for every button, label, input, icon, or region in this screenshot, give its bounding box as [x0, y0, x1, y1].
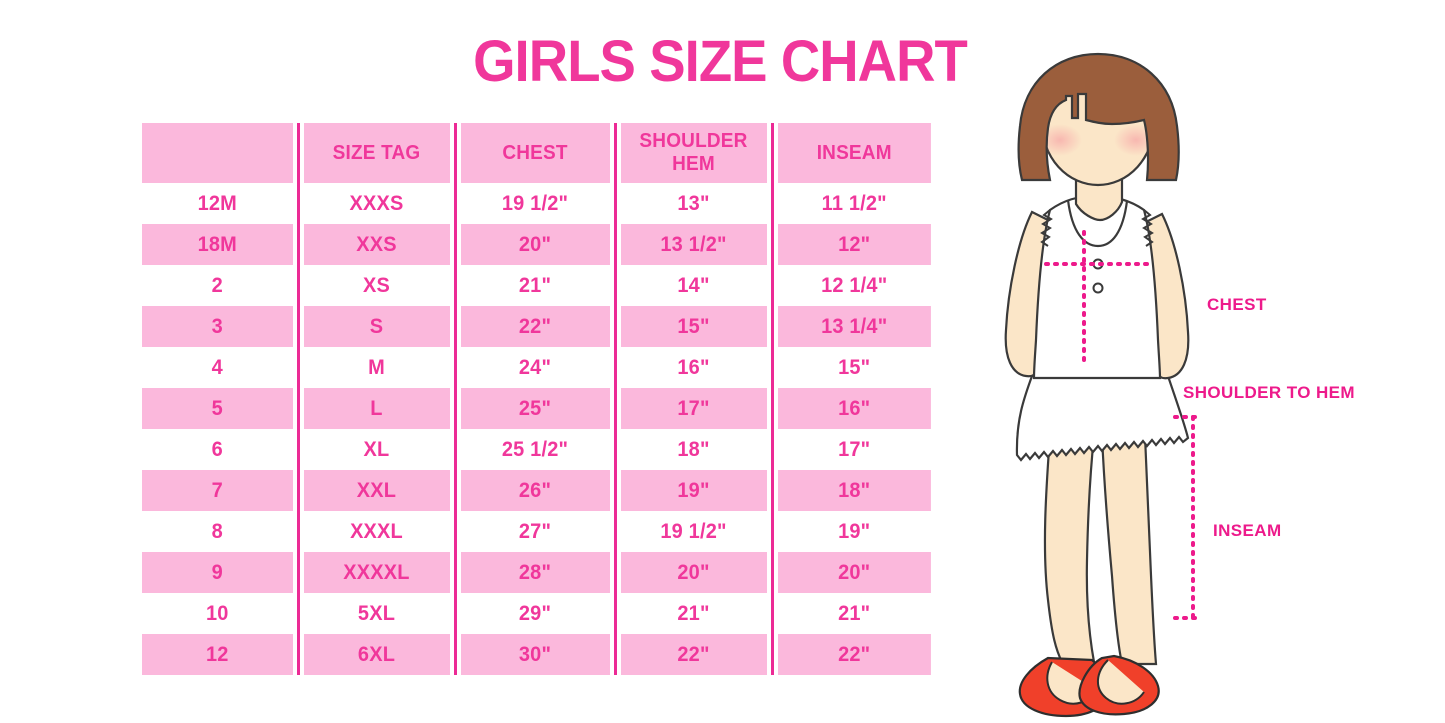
cell-chest: 28": [457, 552, 611, 593]
header-row: SIZE TAG CHEST SHOULDER HEM INSEAM: [138, 123, 935, 183]
cell-size-tag: M: [300, 347, 452, 388]
table-row: 7 XXL 26" 19" 18": [138, 470, 935, 511]
sleeveless-top: [1032, 194, 1162, 380]
column-header-size: [142, 123, 294, 183]
cell-inseam: 18": [774, 470, 931, 511]
cell-size-tag: XL: [300, 429, 452, 470]
measurement-label-inseam: INSEAM: [1213, 521, 1282, 540]
cell-inseam: 17": [774, 429, 931, 470]
cell-shoulder-hem: 16": [617, 347, 769, 388]
cell-shoulder-hem: 19": [617, 470, 769, 511]
cell-chest: 29": [457, 593, 611, 634]
cell-shoulder-hem: 17": [617, 388, 769, 429]
table-row: 2 XS 21" 14" 12 1/4": [138, 265, 935, 306]
cell-inseam: 15": [774, 347, 931, 388]
cell-size: 3: [142, 306, 294, 347]
legs: [1043, 433, 1158, 666]
hair: [1017, 52, 1180, 182]
cell-inseam: 19": [774, 511, 931, 552]
cell-size: 12: [142, 634, 294, 675]
cell-inseam: 11 1/2": [774, 183, 931, 224]
cell-size: 2: [142, 265, 294, 306]
cell-chest: 21": [457, 265, 611, 306]
measurement-label-shoulder-to-hem: SHOULDER TO HEM: [1183, 383, 1355, 402]
cell-shoulder-hem: 19 1/2": [617, 511, 769, 552]
cell-size-tag: 5XL: [300, 593, 452, 634]
cell-shoulder-hem: 13 1/2": [617, 224, 769, 265]
cell-shoulder-hem: 20": [617, 552, 769, 593]
cell-inseam: 20": [774, 552, 931, 593]
page-title: GIRLS SIZE CHART: [473, 29, 968, 94]
cell-shoulder-hem: 15": [617, 306, 769, 347]
cell-size: 18M: [142, 224, 294, 265]
cell-size-tag: S: [300, 306, 452, 347]
cell-size-tag: 6XL: [300, 634, 452, 675]
cell-chest: 30": [457, 634, 611, 675]
table-row: 10 5XL 29" 21" 21": [138, 593, 935, 634]
girl-figure-illustration: CHEST SHOULDER TO HEM INSEAM: [990, 40, 1445, 723]
cell-size: 5: [142, 388, 294, 429]
cell-inseam: 22": [774, 634, 931, 675]
cell-shoulder-hem: 13": [617, 183, 769, 224]
cell-shoulder-hem: 14": [617, 265, 769, 306]
table-header: SIZE TAG CHEST SHOULDER HEM INSEAM: [138, 123, 935, 183]
size-table: SIZE TAG CHEST SHOULDER HEM INSEAM 12M XX…: [138, 123, 935, 675]
cell-size: 10: [142, 593, 294, 634]
ruffled-skirt: [1015, 374, 1190, 462]
cell-size: 8: [142, 511, 294, 552]
cell-size: 9: [142, 552, 294, 593]
cell-size-tag: XXXXL: [300, 552, 452, 593]
table-row: 6 XL 25 1/2" 18" 17": [138, 429, 935, 470]
cell-chest: 26": [457, 470, 611, 511]
cell-size-tag: XXL: [300, 470, 452, 511]
cell-chest: 20": [457, 224, 611, 265]
table-row: 4 M 24" 16" 15": [138, 347, 935, 388]
button-lower: [1092, 282, 1104, 294]
cell-size: 4: [142, 347, 294, 388]
cell-size-tag: L: [300, 388, 452, 429]
column-header-inseam: INSEAM: [774, 123, 931, 183]
measurement-guides: [1044, 230, 1199, 620]
table-row: 3 S 22" 15" 13 1/4": [138, 306, 935, 347]
cell-shoulder-hem: 21": [617, 593, 769, 634]
column-header-size-tag: SIZE TAG: [300, 123, 452, 183]
cell-shoulder-hem: 22": [617, 634, 769, 675]
cell-size-tag: XXXS: [300, 183, 452, 224]
table-row: 12 6XL 30" 22" 22": [138, 634, 935, 675]
cell-size: 12M: [142, 183, 294, 224]
cell-size-tag: XS: [300, 265, 452, 306]
shoes: [1018, 654, 1160, 718]
table-body: 12M XXXS 19 1/2" 13" 11 1/2" 18M XXS 20" 13 1/2"…: [138, 183, 935, 675]
cell-chest: 27": [457, 511, 611, 552]
column-header-chest: CHEST: [457, 123, 611, 183]
column-header-shoulder-hem: SHOULDER HEM: [617, 123, 769, 183]
cell-size: 6: [142, 429, 294, 470]
girl-figure-svg: [1004, 52, 1199, 718]
cell-chest: 22": [457, 306, 611, 347]
cell-size-tag: XXS: [300, 224, 452, 265]
table-row: 5 L 25" 17" 16": [138, 388, 935, 429]
cell-size: 7: [142, 470, 294, 511]
cell-size-tag: XXXL: [300, 511, 452, 552]
cell-inseam: 16": [774, 388, 931, 429]
cell-chest: 19 1/2": [457, 183, 611, 224]
cell-inseam: 13 1/4": [774, 306, 931, 347]
cell-shoulder-hem: 18": [617, 429, 769, 470]
measurement-label-chest: CHEST: [1207, 295, 1267, 314]
blush-left: [1038, 124, 1082, 156]
cell-chest: 25 1/2": [457, 429, 611, 470]
table-row: 18M XXS 20" 13 1/2" 12": [138, 224, 935, 265]
cell-inseam: 12": [774, 224, 931, 265]
cell-inseam: 21": [774, 593, 931, 634]
table-row: 8 XXXL 27" 19 1/2" 19": [138, 511, 935, 552]
table-row: 12M XXXS 19 1/2" 13" 11 1/2": [138, 183, 935, 224]
cell-chest: 24": [457, 347, 611, 388]
cell-chest: 25": [457, 388, 611, 429]
table-row: 9 XXXXL 28" 20" 20": [138, 552, 935, 593]
cell-inseam: 12 1/4": [774, 265, 931, 306]
size-table-container: SIZE TAG CHEST SHOULDER HEM INSEAM 12M XX…: [138, 123, 935, 676]
